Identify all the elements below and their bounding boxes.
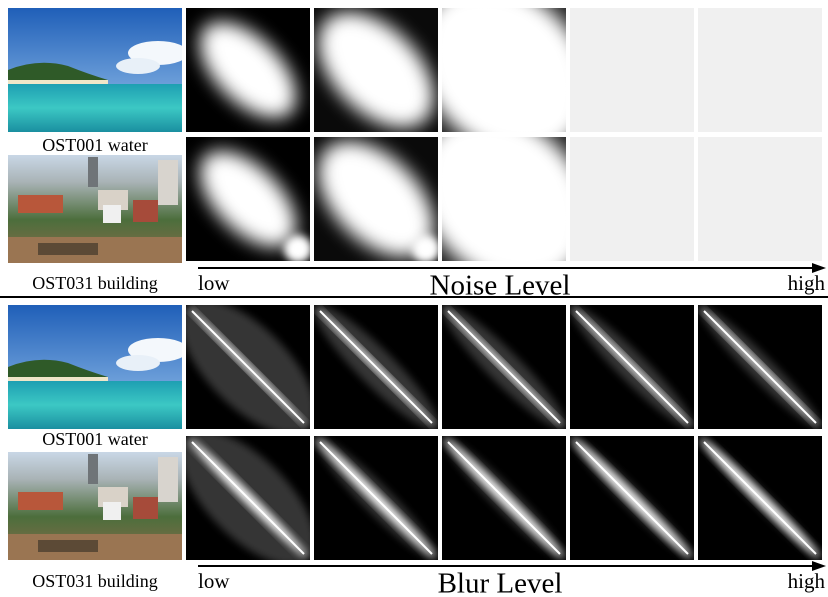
result-panel xyxy=(159,278,337,456)
example-photo xyxy=(8,305,188,429)
example-photo xyxy=(8,8,188,132)
axis-high: high xyxy=(788,569,826,593)
result-panel xyxy=(183,5,313,135)
panel-grid: OST001 waterOST031 buildinglowNoise Leve… xyxy=(0,0,828,597)
figure: OST001 waterOST031 buildinglowNoise Leve… xyxy=(0,0,828,597)
result-panel xyxy=(305,427,446,568)
result-panel xyxy=(564,430,700,566)
axis-low: low xyxy=(198,271,230,295)
example-label: OST031 building xyxy=(32,571,158,591)
result-panel xyxy=(561,296,702,437)
example-label: OST031 building xyxy=(32,273,158,293)
axis-high: high xyxy=(788,271,826,295)
result-panel xyxy=(691,298,828,437)
result-panel xyxy=(297,0,455,149)
corner-spot xyxy=(284,235,312,263)
result-panel xyxy=(159,409,337,587)
result-panel xyxy=(302,293,449,440)
example-label: OST001 water xyxy=(42,429,147,449)
result-panel xyxy=(435,429,574,568)
axis-title: Blur Level xyxy=(438,568,563,597)
result-panel xyxy=(694,432,827,565)
axis-low: low xyxy=(198,569,230,593)
corner-spot xyxy=(412,235,440,263)
example-photo xyxy=(8,452,182,560)
example-label: OST001 water xyxy=(42,135,147,155)
section: OST001 water OST031 building low Blur Level… xyxy=(8,278,828,597)
example-photo xyxy=(8,155,182,263)
result-panel xyxy=(432,295,576,439)
result-panel xyxy=(297,120,455,278)
result-panel xyxy=(183,134,313,264)
